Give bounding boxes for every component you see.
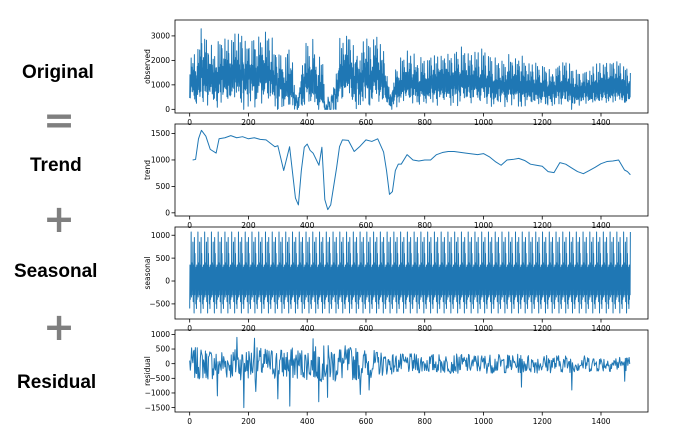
x-tick-label: 800 <box>418 118 433 127</box>
x-tick-label: 200 <box>241 324 256 333</box>
y-axis-label-observed: observed <box>143 49 152 84</box>
x-tick-label: 600 <box>359 417 374 426</box>
subplot-trend: 0 200 400 600 800 1000 1200 1400 0 500 1000 1500 tre… <box>143 123 649 230</box>
x-tick-label: 800 <box>418 221 433 230</box>
x-tick-label: 800 <box>418 324 433 333</box>
x-tick-label: 1400 <box>591 324 610 333</box>
y-tick-label: 500 <box>156 345 171 354</box>
y-tick-label: 0 <box>165 277 170 286</box>
series-line-observed <box>189 28 631 110</box>
x-tick-label: 1400 <box>591 417 610 426</box>
plot-frame <box>174 329 649 413</box>
subplot-observed: 0 200 400 600 800 1000 1200 1400 0 1000 2000 3000 ob… <box>143 19 649 127</box>
y-tick-label: 0 <box>165 209 170 218</box>
y-tick-label: 1000 <box>151 330 170 339</box>
plus-sign-1: + <box>43 197 75 241</box>
y-tick-label: −500 <box>149 300 170 309</box>
x-tick-label: 400 <box>300 221 315 230</box>
plus-sign-2: + <box>43 305 75 349</box>
plot-frame <box>174 123 649 217</box>
label-residual: Residual <box>17 372 97 393</box>
y-tick-label: 1000 <box>151 81 170 90</box>
y-tick-label: −500 <box>149 374 170 383</box>
y-tick-label: 500 <box>156 182 171 191</box>
x-tick-label: 1400 <box>591 118 610 127</box>
x-tick-label: 400 <box>300 417 315 426</box>
y-tick-label: 0 <box>165 105 170 114</box>
x-tick-label: 200 <box>241 118 256 127</box>
x-tick-label: 800 <box>418 417 433 426</box>
x-tick-label: 1400 <box>591 221 610 230</box>
y-tick-label: 2000 <box>151 56 170 65</box>
x-tick-label: 0 <box>187 221 192 230</box>
y-tick-label: 500 <box>156 254 171 263</box>
y-tick-label: 1500 <box>151 129 170 138</box>
x-tick-label: 1000 <box>474 417 493 426</box>
x-tick-label: 1200 <box>533 417 552 426</box>
x-tick-label: 400 <box>300 324 315 333</box>
x-tick-label: 600 <box>359 324 374 333</box>
x-tick-label: 0 <box>187 118 192 127</box>
equals-sign: = <box>43 98 75 142</box>
y-axis-label-seasonal: seasonal <box>143 256 152 289</box>
x-tick-label: 1000 <box>474 118 493 127</box>
y-tick-label: −1500 <box>145 403 171 412</box>
x-tick-label: 600 <box>359 221 374 230</box>
x-tick-label: 1200 <box>533 324 552 333</box>
x-tick-label: 600 <box>359 118 374 127</box>
series-line-trend <box>192 129 631 211</box>
label-trend: Trend <box>30 155 82 176</box>
plot-frame <box>174 226 649 320</box>
plot-frame <box>174 19 649 114</box>
subplot-residual: 0 200 400 600 800 1000 1200 1400 −1500 −1000 −500 0… <box>143 329 649 426</box>
series-line-seasonal <box>189 231 631 314</box>
x-tick-label: 1200 <box>533 221 552 230</box>
x-tick-label: 200 <box>241 221 256 230</box>
x-tick-label: 0 <box>187 417 192 426</box>
label-seasonal: Seasonal <box>14 261 98 282</box>
x-tick-label: 200 <box>241 417 256 426</box>
x-tick-label: 1000 <box>474 221 493 230</box>
y-tick-label: 3000 <box>151 32 170 41</box>
x-tick-label: 0 <box>187 324 192 333</box>
y-axis-label-trend: trend <box>143 160 152 180</box>
x-tick-label: 1000 <box>474 324 493 333</box>
x-tick-label: 400 <box>300 118 315 127</box>
y-tick-label: 0 <box>165 359 170 368</box>
label-original: Original <box>22 62 94 83</box>
y-tick-label: 1000 <box>151 156 170 165</box>
y-tick-label: 1000 <box>151 231 170 240</box>
y-tick-label: −1000 <box>145 389 171 398</box>
series-line-residual <box>189 336 631 409</box>
subplot-seasonal: 0 200 400 600 800 1000 1200 1400 −500 0 500 1000 sea… <box>143 226 649 333</box>
x-tick-label: 1200 <box>533 118 552 127</box>
y-axis-label-residual: residual <box>143 356 152 386</box>
